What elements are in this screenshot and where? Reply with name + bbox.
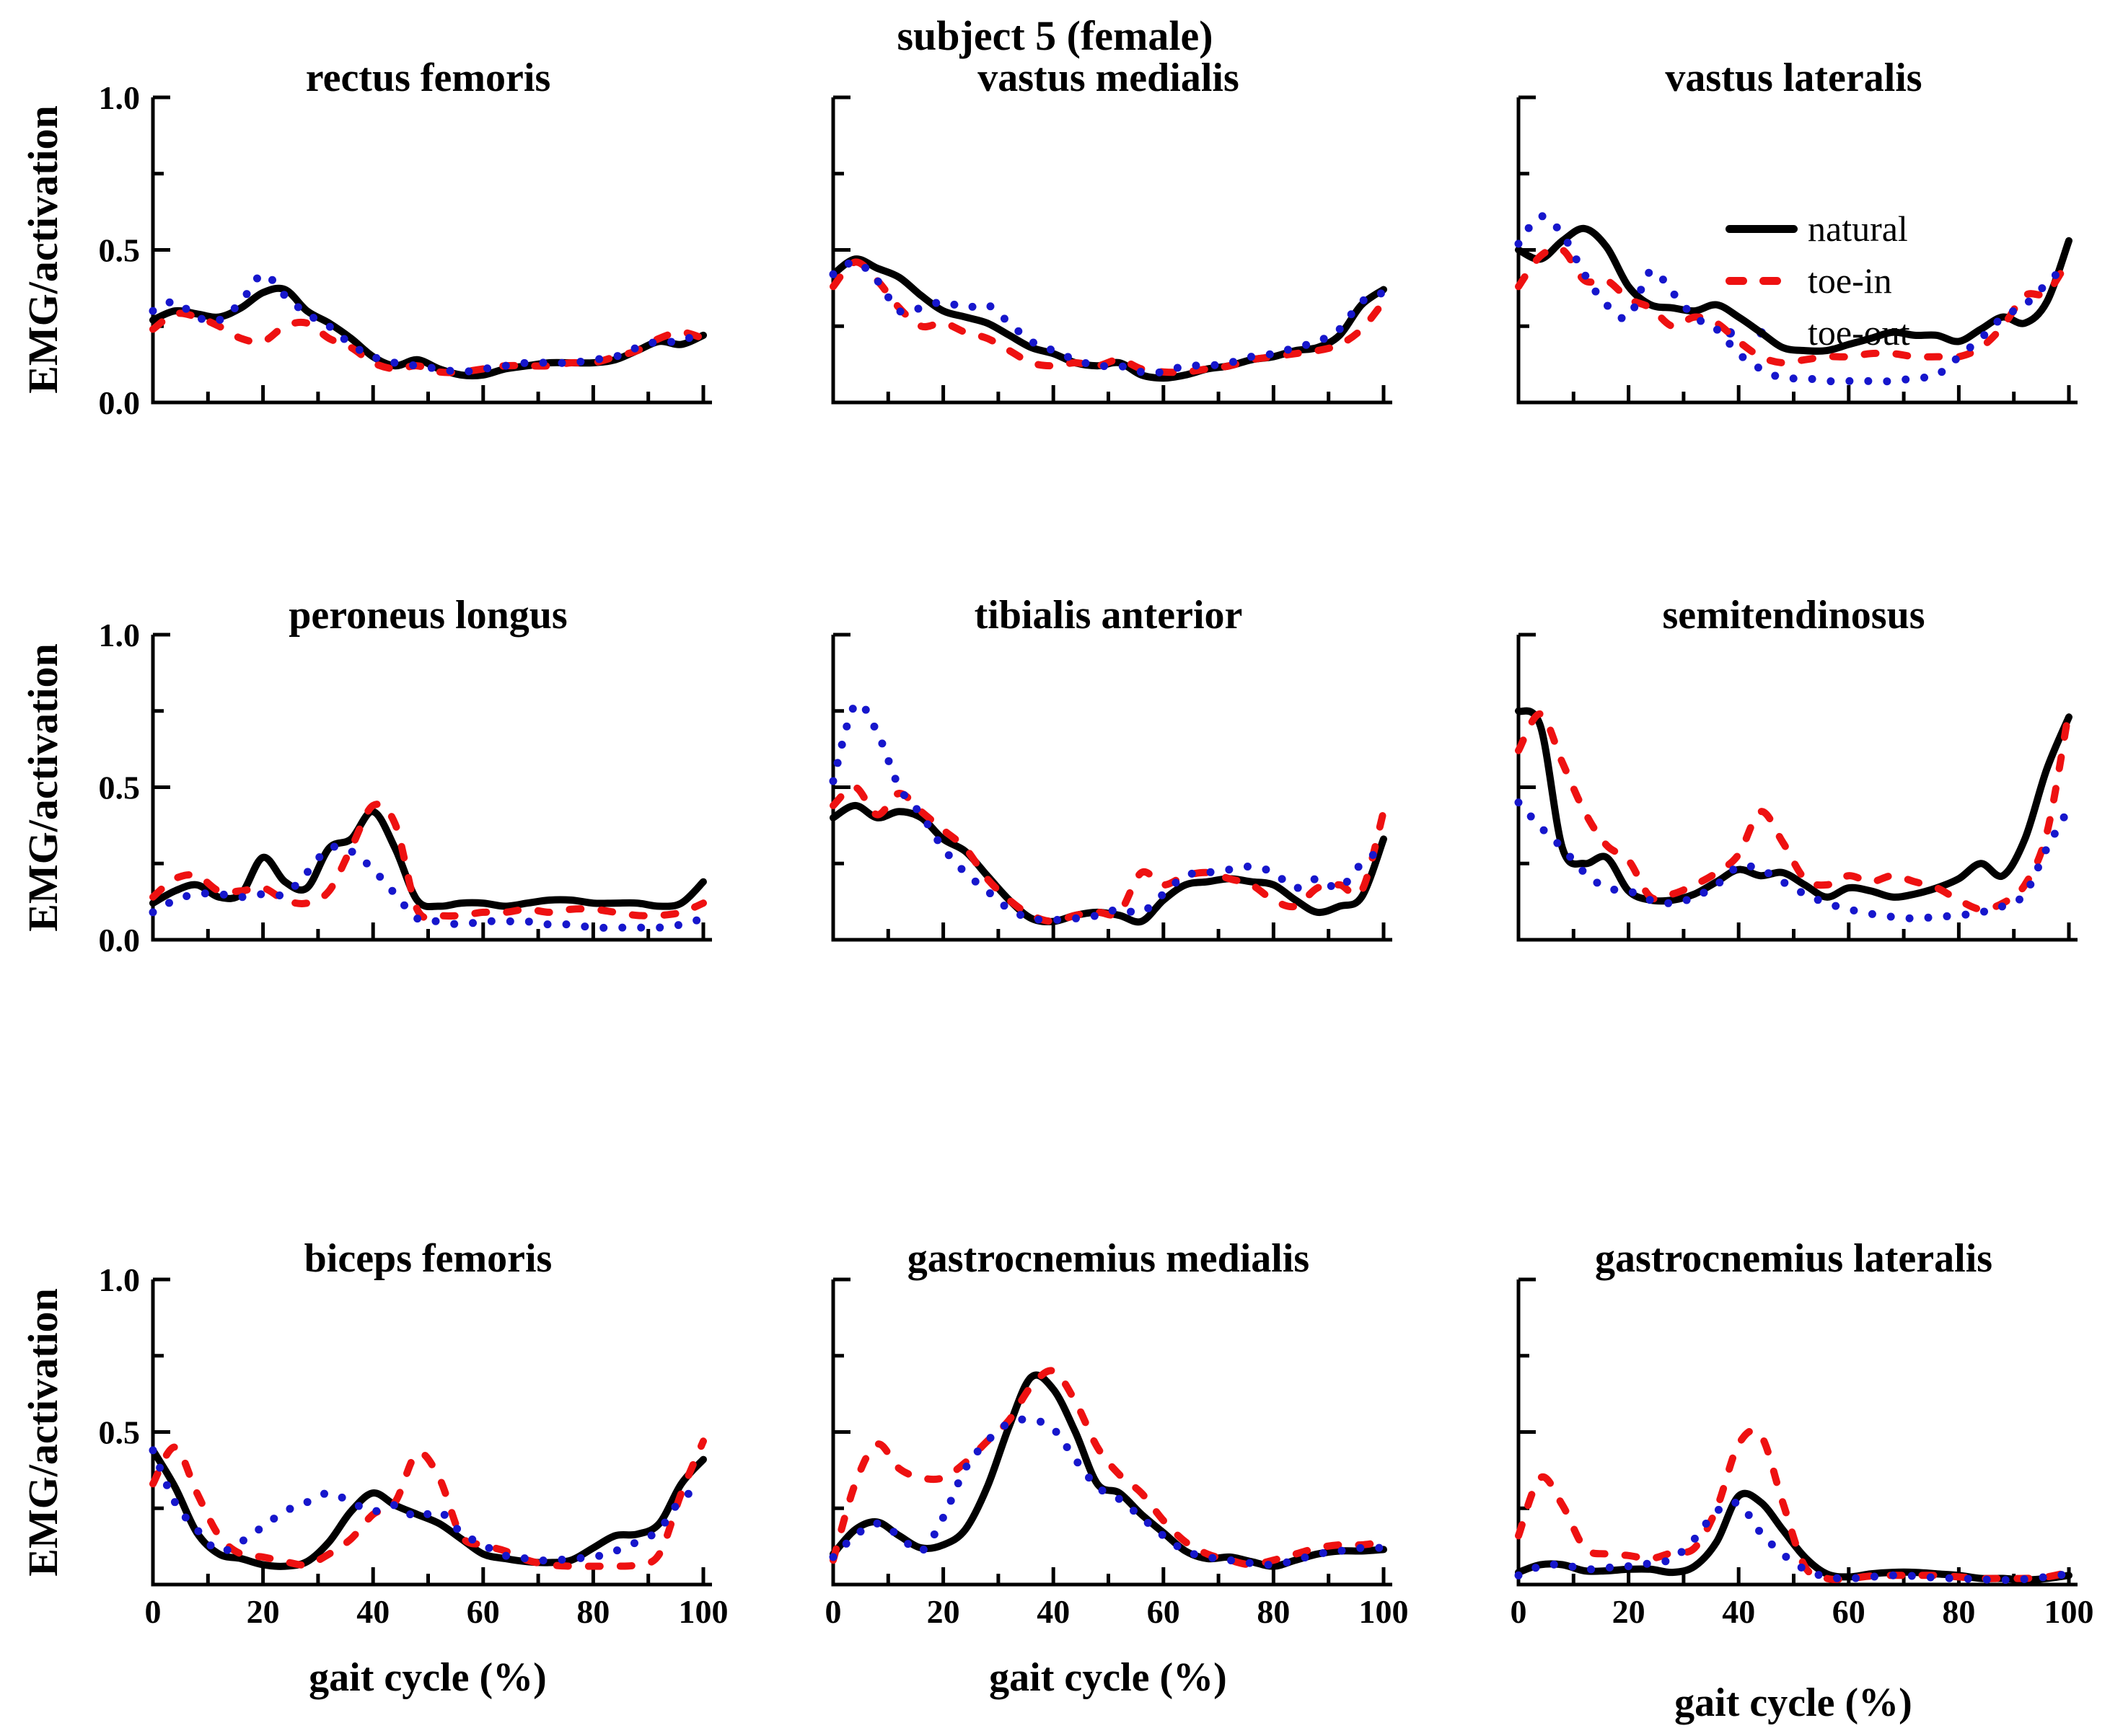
series-line-toe-in bbox=[830, 1367, 1387, 1569]
series-line-natural bbox=[1515, 707, 2072, 905]
panel-chart-biceps-femoris: 0.5 1.0 0 20 40 60 80 100 bbox=[99, 1261, 729, 1630]
axes bbox=[831, 1277, 1392, 1587]
panel-chart-semitendinosus bbox=[1514, 633, 2078, 942]
y-tick-label: 0.0 bbox=[99, 384, 141, 421]
panel-title-biceps-femoris: biceps femoris bbox=[304, 1236, 553, 1281]
legend-solid-line-icon bbox=[1726, 224, 1803, 233]
x-tick-label: 60 bbox=[467, 1593, 500, 1630]
x-tick-label: 80 bbox=[576, 1593, 610, 1630]
series-line-natural bbox=[830, 1371, 1387, 1570]
x-tick-label: 100 bbox=[679, 1593, 729, 1630]
x-tick-label: 100 bbox=[2044, 1593, 2094, 1630]
legend-item-toe-in: toe-in bbox=[1726, 255, 1910, 307]
x-axis-label-col3: gait cycle (%) bbox=[1674, 1680, 1912, 1725]
panel-chart-rectus-femoris: 0.0 0.5 1.0 bbox=[99, 79, 712, 421]
y-tick-label: 1.0 bbox=[99, 1261, 141, 1298]
axes bbox=[831, 95, 1392, 405]
panel-title-semitendinosus: semitendinosus bbox=[1662, 593, 1925, 638]
series-line-toe-out bbox=[829, 699, 1388, 925]
series-line-toe-in bbox=[149, 1437, 707, 1570]
series-line-toe-in bbox=[830, 783, 1387, 925]
x-axis-label-col2: gait cycle (%) bbox=[989, 1655, 1227, 1700]
legend-label: toe-in bbox=[1808, 260, 1892, 301]
y-tick-label: 0.5 bbox=[99, 1414, 141, 1451]
axes bbox=[151, 1277, 712, 1587]
x-tick-label: 80 bbox=[1257, 1593, 1290, 1630]
panel-chart-gastrocnemius-lateralis: 0 20 40 60 80 100 bbox=[1511, 1277, 2094, 1630]
y-axis-label-row3: EMG/activation bbox=[19, 1288, 66, 1577]
series-line-natural bbox=[149, 1446, 707, 1570]
x-tick-label: 40 bbox=[356, 1593, 390, 1630]
panel-title-gastrocnemius-lateralis: gastrocnemius lateralis bbox=[1594, 1236, 1993, 1281]
axes bbox=[151, 95, 712, 405]
x-tick-label: 0 bbox=[145, 1593, 162, 1630]
series-line-toe-out bbox=[1514, 1498, 2073, 1585]
x-tick-label: 20 bbox=[927, 1593, 960, 1630]
series-line-toe-in bbox=[830, 258, 1387, 376]
axes bbox=[1516, 95, 2078, 405]
legend-dashed-line-icon bbox=[1726, 276, 1803, 285]
x-tick-label: 40 bbox=[1037, 1593, 1070, 1630]
axes bbox=[151, 633, 712, 942]
series-line-toe-in bbox=[1515, 1427, 2072, 1583]
series-line-toe-in bbox=[149, 309, 707, 376]
panel-chart-vastus-medialis bbox=[829, 95, 1392, 405]
series-line-toe-in bbox=[1515, 707, 2072, 913]
x-tick-label: 80 bbox=[1942, 1593, 1975, 1630]
y-tick-label: 0.5 bbox=[99, 770, 141, 806]
x-tick-label: 40 bbox=[1722, 1593, 1755, 1630]
series-line-natural bbox=[1515, 224, 2072, 355]
x-tick-label: 60 bbox=[1147, 1593, 1180, 1630]
x-tick-label: 0 bbox=[825, 1593, 842, 1630]
series-line-natural bbox=[830, 801, 1387, 926]
panel-chart-gastrocnemius-medialis: 0 20 40 60 80 100 bbox=[825, 1277, 1409, 1630]
series-line-toe-out bbox=[829, 1415, 1388, 1569]
panel-chart-peroneus-longus: 0.0 0.5 1.0 bbox=[99, 617, 712, 959]
x-tick-label: 60 bbox=[1832, 1593, 1865, 1630]
series-line-natural bbox=[149, 284, 707, 379]
series-line-toe-out bbox=[149, 270, 708, 376]
x-tick-label: 100 bbox=[1359, 1593, 1409, 1630]
panel-title-vastus-lateralis: vastus lateralis bbox=[1665, 56, 1922, 100]
axes bbox=[1516, 633, 2078, 942]
legend-label: natural bbox=[1808, 208, 1908, 249]
panel-chart-vastus-lateralis bbox=[1514, 95, 2078, 405]
panel-title-tibialis-anterior: tibialis anterior bbox=[974, 593, 1243, 638]
series-line-toe-out bbox=[149, 1446, 708, 1565]
x-axis-label-col1: gait cycle (%) bbox=[309, 1655, 547, 1700]
y-axis-label-row2: EMG/activation bbox=[19, 643, 66, 932]
y-tick-label: 0.5 bbox=[99, 232, 141, 269]
series-line-toe-in bbox=[149, 801, 707, 922]
panel-title-gastrocnemius-medialis: gastrocnemius medialis bbox=[907, 1236, 1310, 1281]
y-axis-label-row1: EMG/activation bbox=[19, 105, 66, 394]
x-tick-label: 0 bbox=[1511, 1593, 1527, 1630]
series-line-toe-out bbox=[1514, 798, 2073, 922]
axes bbox=[831, 633, 1392, 942]
series-line-toe-out bbox=[1514, 212, 2073, 386]
legend-item-natural: natural bbox=[1726, 203, 1910, 255]
series-line-toe-out bbox=[149, 842, 708, 932]
series-line-toe-in bbox=[1515, 244, 2072, 367]
y-tick-label: 1.0 bbox=[99, 79, 141, 116]
panel-title-vastus-medialis: vastus medialis bbox=[977, 56, 1239, 100]
panel-title-peroneus-longus: peroneus longus bbox=[289, 593, 568, 638]
panel-title-rectus-femoris: rectus femoris bbox=[305, 56, 551, 100]
y-tick-label: 1.0 bbox=[99, 617, 141, 653]
panel-chart-tibialis-anterior bbox=[829, 633, 1392, 942]
x-tick-label: 20 bbox=[247, 1593, 280, 1630]
series-line-toe-out bbox=[829, 257, 1388, 377]
figure-title: subject 5 (female) bbox=[897, 12, 1213, 59]
x-tick-label: 20 bbox=[1612, 1593, 1645, 1630]
y-tick-label: 0.0 bbox=[99, 922, 141, 959]
